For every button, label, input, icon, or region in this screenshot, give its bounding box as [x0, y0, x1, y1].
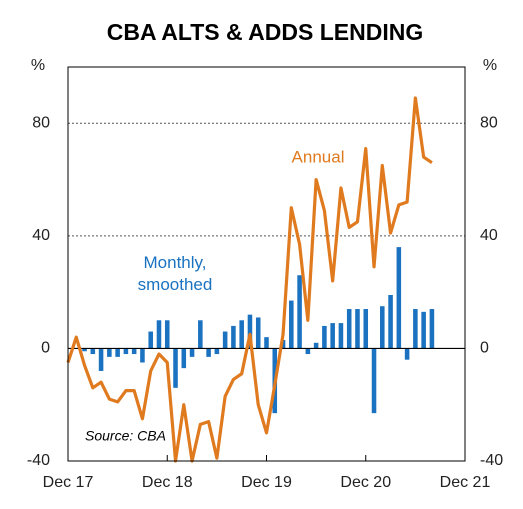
bar	[247, 314, 253, 349]
bar	[330, 323, 335, 349]
y2-tick-label: 80	[480, 115, 498, 132]
bar	[181, 348, 187, 369]
y-axis-label: %	[31, 57, 45, 74]
x-tick-label: Dec 21	[440, 474, 491, 491]
bar	[421, 311, 426, 349]
bar	[322, 325, 327, 349]
bar	[98, 348, 104, 371]
bar	[380, 306, 385, 349]
source-note: Source: CBA	[85, 428, 166, 444]
bar	[214, 348, 220, 355]
label-line: Monthly,	[144, 253, 207, 272]
bar	[371, 348, 377, 414]
bar	[429, 309, 435, 349]
chart-title: CBA ALTS & ADDS LENDING	[107, 19, 423, 45]
y-tick-label: 80	[32, 115, 50, 132]
label-line: smoothed	[138, 275, 213, 294]
bar	[305, 348, 311, 355]
bar	[388, 294, 393, 349]
bar	[239, 320, 244, 349]
y2-axis-label: %	[483, 57, 497, 74]
bar	[140, 348, 145, 363]
x-tick-label: Dec 20	[340, 474, 391, 491]
bar	[131, 348, 137, 355]
bar	[289, 300, 294, 349]
bar	[90, 348, 96, 355]
bar	[338, 323, 344, 349]
bar	[264, 337, 269, 349]
bar	[222, 331, 228, 349]
x-tick-label: Dec 17	[43, 474, 94, 491]
y2-tick-label: 40	[480, 227, 498, 244]
y-tick-label: -40	[27, 452, 50, 469]
bar	[313, 342, 319, 349]
y2-tick-label: -40	[480, 452, 503, 469]
plot-frame	[67, 66, 466, 462]
y-tick-label: 40	[32, 227, 50, 244]
bar	[82, 348, 87, 352]
bar	[148, 331, 153, 349]
bar	[115, 348, 120, 357]
bar	[355, 309, 360, 349]
bar	[164, 320, 170, 349]
bar	[173, 348, 178, 388]
bar	[231, 325, 236, 349]
series-label: Annual	[292, 147, 345, 166]
bar	[413, 309, 418, 349]
line	[66, 96, 433, 463]
bar	[255, 317, 261, 349]
bar	[297, 275, 302, 349]
bar	[396, 247, 402, 349]
series-label: Monthly, smoothed	[138, 253, 213, 294]
x-tick-label: Dec 19	[241, 474, 292, 491]
bar	[404, 348, 410, 360]
bar	[156, 320, 162, 349]
y2-tick-label: 0	[480, 340, 489, 357]
bar	[107, 348, 112, 357]
bar	[206, 348, 211, 357]
bar	[363, 309, 369, 349]
y-tick-label: 0	[41, 340, 50, 357]
bar	[123, 348, 129, 355]
bar	[189, 348, 195, 357]
bar	[198, 320, 203, 349]
bar	[346, 309, 352, 349]
x-tick-label: Dec 18	[142, 474, 193, 491]
